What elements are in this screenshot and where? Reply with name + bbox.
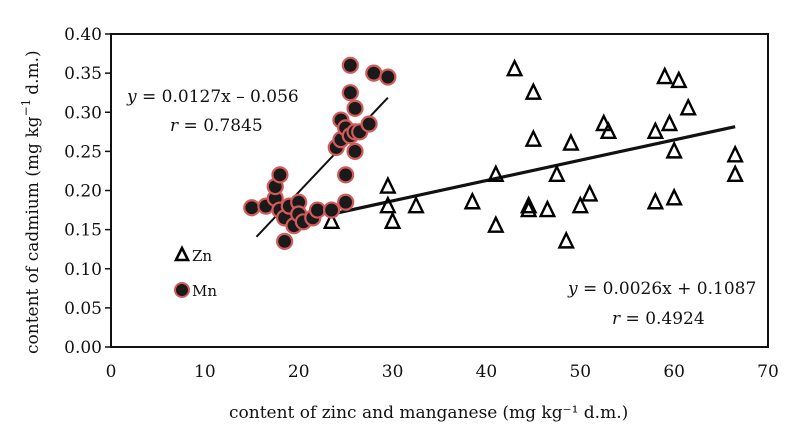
mn-data-point [322, 201, 341, 219]
mn-data-point [365, 64, 383, 82]
y-tick-label: 0.35 [64, 64, 102, 84]
zn-series [322, 58, 744, 249]
zn-data-point [656, 66, 674, 85]
zn-data-point [505, 58, 524, 77]
mn-data-point [308, 201, 327, 219]
x-tick-label: 50 [569, 362, 591, 382]
x-tick-label: 60 [663, 362, 685, 382]
mn-data-point [276, 232, 294, 250]
mn-data-point [243, 199, 261, 217]
zn-equation-label: y = 0.0026x + 0.1087 [567, 279, 756, 299]
mn-data-point [346, 99, 364, 117]
y-tick-label: 0.00 [64, 338, 102, 358]
zn-data-point [519, 195, 538, 214]
zn-data-point [665, 140, 683, 159]
mn-equation-label: y = 0.0127x – 0.056 [126, 87, 299, 107]
legend-mn-marker [174, 282, 190, 298]
y-axis-title: content of cadmium (mg kg−1d.m.) [19, 50, 43, 354]
zn-data-point [487, 164, 505, 183]
zn-data-point [383, 211, 402, 230]
x-tick-label: 30 [382, 362, 404, 382]
zn-data-point [519, 199, 538, 218]
zn-data-point [557, 230, 575, 249]
zn-data-point [487, 214, 505, 233]
zn-data-point [580, 183, 599, 202]
mn-r-label: r = 0.7845 [170, 116, 263, 136]
zn-data-point [524, 128, 543, 147]
zn-data-point [595, 113, 613, 132]
zn-r-label: r = 0.4924 [612, 309, 705, 329]
y-tick-label: 0.25 [64, 142, 102, 162]
y-tick-label: 0.15 [64, 221, 102, 241]
mn-data-point [341, 84, 359, 102]
zn-data-point [646, 121, 665, 140]
zn-data-point [322, 211, 341, 230]
x-tick-label: 0 [106, 362, 117, 382]
y-tick-label: 0.10 [64, 260, 102, 280]
mn-data-point [337, 193, 355, 211]
zn-data-point [538, 199, 557, 218]
mn-data-point [337, 166, 355, 184]
zn-data-point [548, 164, 566, 183]
zn-data-point [524, 81, 543, 100]
x-tick-label: 10 [194, 362, 216, 382]
zn-data-point [660, 113, 679, 132]
x-axis-title: content of zinc and manganese (mg kg⁻¹ d.… [229, 403, 628, 423]
legend-zn-marker [173, 245, 191, 262]
x-tick-label: 70 [757, 362, 779, 382]
zn-data-point [665, 187, 683, 206]
legend: Zn Mn [173, 245, 217, 300]
zn-data-point [571, 195, 590, 214]
y-tick-label: 0.05 [64, 299, 102, 319]
mn-data-point [271, 166, 289, 184]
y-tick-label: 0.20 [64, 182, 102, 202]
legend-mn-label: Mn [192, 282, 217, 300]
zn-data-point [463, 191, 482, 210]
y-axis: 0.00 0.05 0.10 0.15 0.20 0.25 0.30 0.35 0.40 [64, 25, 111, 358]
y-tick-label: 0.30 [64, 103, 102, 123]
zn-data-point [379, 175, 397, 194]
zn-data-point [562, 132, 580, 151]
zn-data-point [726, 144, 744, 163]
mn-data-point [341, 56, 359, 74]
x-tick-label: 20 [288, 362, 310, 382]
legend-zn-label: Zn [192, 247, 212, 265]
mn-series [243, 56, 397, 250]
zn-data-point [679, 97, 697, 116]
zn-regression-line [326, 125, 736, 217]
zn-data-point [379, 195, 397, 214]
zn-data-point [599, 121, 618, 140]
zn-data-point [646, 191, 665, 210]
zn-data-point [726, 164, 744, 183]
mn-data-point [360, 115, 378, 133]
x-tick-label: 40 [476, 362, 498, 382]
mn-data-point [346, 142, 364, 160]
x-axis: 0 10 20 30 40 50 60 70 [106, 362, 779, 382]
mn-data-point [379, 68, 397, 86]
zn-data-point [670, 70, 688, 89]
zn-data-point [407, 195, 425, 214]
y-tick-label: 0.40 [64, 25, 102, 45]
